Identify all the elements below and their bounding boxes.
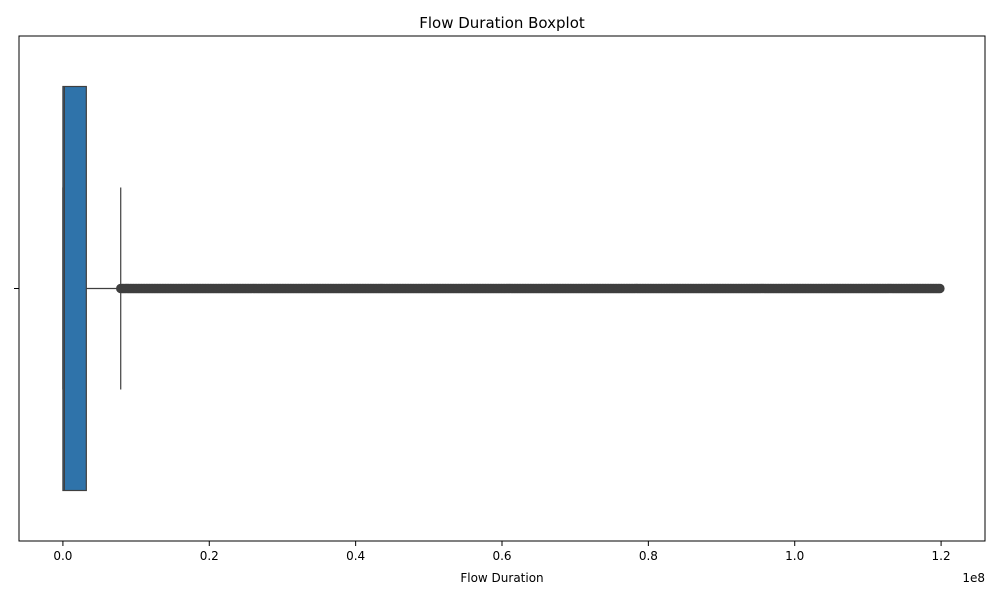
x-tick-label: 0.4 [346, 549, 365, 563]
outlier-point [936, 284, 944, 292]
x-tick-label: 1.2 [932, 549, 951, 563]
box-iqr [63, 87, 86, 491]
x-tick-label: 0.2 [200, 549, 219, 563]
x-tick-label: 0.8 [639, 549, 658, 563]
x-tick-label: 0.6 [492, 549, 511, 563]
chart-title: Flow Duration Boxplot [419, 14, 585, 32]
x-axis-label: Flow Duration [460, 571, 543, 585]
x-axis: 0.0 0.2 0.4 0.6 0.8 1.0 1.2 [53, 541, 950, 563]
plot-area [63, 87, 944, 491]
x-tick-label: 0.0 [53, 549, 72, 563]
x-axis-offset-label: 1e8 [962, 571, 985, 585]
x-tick-label: 1.0 [785, 549, 804, 563]
